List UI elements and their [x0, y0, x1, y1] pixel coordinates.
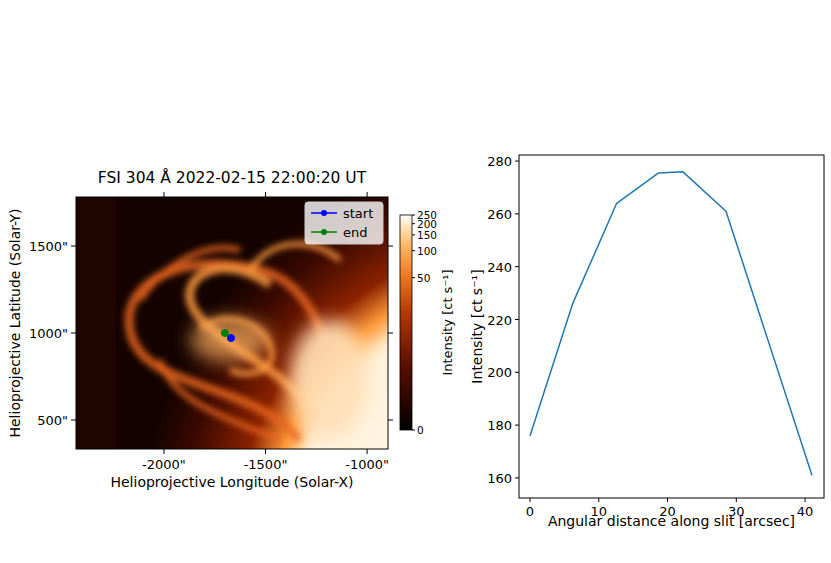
- markers: [221, 330, 234, 342]
- y-tick: [515, 319, 519, 320]
- x-tick: [598, 498, 599, 502]
- colorbar-tick: [412, 215, 415, 216]
- colorbar-tick-label: 50: [417, 272, 430, 284]
- legend-box: [305, 202, 383, 244]
- y-tick: [515, 161, 519, 162]
- limb-brightening: [290, 320, 370, 440]
- x-tick-label: 0: [526, 504, 534, 519]
- legend-marker: [321, 229, 327, 235]
- edge-band: [76, 197, 116, 449]
- x-tick-label: -1500": [244, 457, 288, 472]
- y-tick: [515, 213, 519, 214]
- colorbar-tick: [412, 223, 415, 224]
- colorbar-tick: [412, 234, 415, 235]
- x-tick: [367, 449, 368, 454]
- x-tick-label: 40: [797, 504, 814, 519]
- line-series: [530, 172, 812, 476]
- colorbar-label: Intensity [ct s⁻¹]: [440, 269, 455, 375]
- colorbar-tick-label: 0: [417, 424, 424, 436]
- colorbar-tick-label: 100: [417, 245, 437, 257]
- x-tick: [805, 498, 806, 502]
- background: [76, 197, 388, 449]
- y-axis-title: Intensity [ct s⁻¹]: [469, 269, 485, 383]
- colorbar-tick: [412, 277, 415, 278]
- legend: start end: [305, 202, 383, 244]
- series-group: [530, 172, 812, 476]
- canvas: -2000" -1500" -1000" 500" 1000" 1500" FSI 304 …: [0, 0, 831, 563]
- colorbar: [400, 215, 412, 430]
- y-tick-label: 220: [487, 313, 512, 328]
- y-tick: [515, 372, 519, 373]
- x-tick-top: [163, 192, 164, 197]
- x-tick: [265, 449, 266, 454]
- y-tick-label: 280: [487, 154, 512, 169]
- point: [221, 330, 228, 337]
- colorbar-tick-label: 150: [417, 229, 437, 241]
- legend-marker: [321, 210, 327, 216]
- y-tick-label: 180: [487, 418, 512, 433]
- y-tick-label: 500": [37, 413, 68, 428]
- y-tick-right: [388, 419, 393, 420]
- x-tick-top: [265, 192, 266, 197]
- y-tick: [71, 333, 76, 334]
- y-tick-label: 200: [487, 365, 512, 380]
- solar-disk: [290, 290, 388, 449]
- y-tick: [515, 266, 519, 267]
- colorbar-tick: [412, 430, 415, 431]
- x-tick-label: -2000": [142, 457, 186, 472]
- y-tick: [515, 477, 519, 478]
- y-tick: [71, 246, 76, 247]
- y-tick: [515, 425, 519, 426]
- y-tick-label: 1500": [29, 239, 68, 254]
- x-tick: [667, 498, 668, 502]
- x-axis-title: Angular distance along slit [arcsec]: [548, 513, 795, 529]
- x-axis-title: Helioprojective Longitude (Solar-X): [110, 474, 353, 490]
- y-tick-right: [388, 246, 393, 247]
- bright-knot: [190, 318, 270, 362]
- legend-label: start: [343, 206, 373, 221]
- x-tick: [530, 498, 531, 502]
- legend-label: end: [343, 225, 368, 240]
- prominence-loop: [250, 244, 340, 270]
- colorbar-tick: [412, 250, 415, 251]
- y-tick-label: 260: [487, 207, 512, 222]
- x-tick: [163, 449, 164, 454]
- frame: [519, 155, 824, 498]
- y-axis-title: Helioprojective Latitude (Solar-Y): [7, 208, 23, 437]
- y-tick-label: 160: [487, 471, 512, 486]
- x-tick: [736, 498, 737, 502]
- y-tick-right: [388, 333, 393, 334]
- x-tick-top: [367, 192, 368, 197]
- prominence-loop: [140, 248, 240, 300]
- y-tick-label: 1000": [29, 326, 68, 341]
- colorbar-tick-label: 250: [417, 209, 437, 221]
- frame: [76, 197, 388, 449]
- y-tick-label: 240: [487, 260, 512, 275]
- point: [227, 335, 234, 342]
- y-tick: [71, 419, 76, 420]
- x-tick-label: -1000": [345, 457, 389, 472]
- title: FSI 304 Å 2022-02-15 22:00:20 UT: [98, 168, 367, 187]
- solar-image: [76, 197, 388, 449]
